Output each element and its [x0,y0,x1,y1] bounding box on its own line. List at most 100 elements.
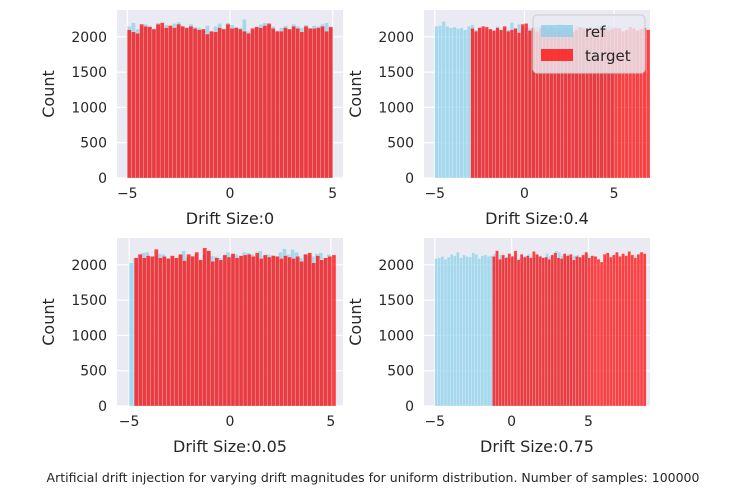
ref-bar [465,256,469,407]
target-bar [283,255,288,407]
target-bar [238,28,243,179]
target-bar [138,254,143,407]
y-tick-label: 1500 [71,65,107,81]
legend-label-target: target [585,47,631,65]
target-bar [524,23,529,179]
y-tick-label: 500 [80,364,107,380]
target-bar [135,33,140,179]
target-bar [176,23,181,179]
y-axis-label: Count [39,70,58,118]
ref-bar [483,254,488,407]
target-bar [491,30,496,179]
legend-swatch-target [541,49,573,61]
target-bar [593,256,598,407]
target-bar [492,256,496,407]
target-bar [209,31,214,179]
y-tick-label: 500 [387,136,414,152]
target-bar [151,28,157,179]
target-bar [299,261,304,407]
figure-caption: Artificial drift injection for varying d… [46,470,700,485]
target-bar [202,247,207,407]
target-bar [331,254,337,407]
target-bar [230,253,236,407]
ref-bar [443,259,448,407]
target-bar [198,259,203,407]
target-bar [520,23,525,179]
target-bar [506,31,511,179]
target-bar [139,23,144,179]
target-bar [590,255,595,407]
target-bar [572,259,576,407]
ref-bar [456,28,461,179]
target-bar [131,31,136,179]
target-bar [229,28,235,179]
target-bar [316,27,321,179]
target-bar [495,250,499,407]
target-bar [541,257,545,407]
target-bar [507,253,512,407]
target-bar [170,255,175,407]
target-bar [587,257,591,407]
target-bar [312,28,317,179]
ref-bar [440,256,445,407]
target-bar [606,252,610,407]
target-bar [263,254,268,407]
target-bar [258,27,264,179]
x-tick-label: 0 [520,186,529,202]
x-axis-label: Drift Size:0.75 [480,437,594,456]
target-bar [501,254,505,407]
target-bar [295,28,301,179]
target-bar [127,29,132,179]
target-bar [609,256,613,407]
x-tick-label: −5 [117,186,138,202]
x-tick-label: 0 [226,414,235,430]
target-bar [218,259,224,407]
target-bar [267,256,272,407]
target-bar [477,27,482,179]
target-bar [201,28,206,179]
target-bar [303,26,309,179]
target-bar [621,253,625,407]
target-bar [279,31,284,179]
target-bar [143,26,148,179]
target-bar [190,256,195,407]
target-bar [186,254,191,407]
y-tick-label: 1000 [378,100,414,116]
subplot-4: 0 500 1000 1500 2000 −5 0 5 Drift Size:0.75 Count [346,238,650,456]
target-bar [217,27,222,179]
target-bar [538,256,542,407]
target-bar [283,27,288,179]
target-bar [222,254,228,407]
target-bar [581,254,585,407]
subplot-1: 0 500 1000 1500 2000 −5 0 5 Drift Size:0 Count [39,10,343,228]
ref-bar [446,256,451,407]
y-tick-label: 1000 [378,328,414,344]
target-bar [639,251,644,407]
target-bar [164,27,169,179]
target-bar [529,257,533,407]
target-bar [488,28,493,179]
x-axis-label: Drift Size:0 [186,209,274,228]
target-bar [519,254,524,407]
target-bar [323,257,329,407]
ref-bar [452,26,457,179]
y-tick-label: 0 [405,399,414,415]
target-bar [499,29,504,179]
y-tick-label: 0 [98,171,107,187]
ref-bar [462,254,466,407]
target-bar [627,251,631,407]
x-tick-label: 0 [507,414,516,430]
target-bar [624,255,628,407]
ref-bar [438,25,443,179]
target-bar [226,256,232,407]
target-bar [174,257,179,407]
target-bar [646,29,651,179]
target-bar [513,28,518,179]
target-bar [234,257,240,407]
target-bar [319,259,325,407]
target-bar [150,256,155,407]
ref-bar [456,251,460,407]
target-bar [154,249,159,407]
